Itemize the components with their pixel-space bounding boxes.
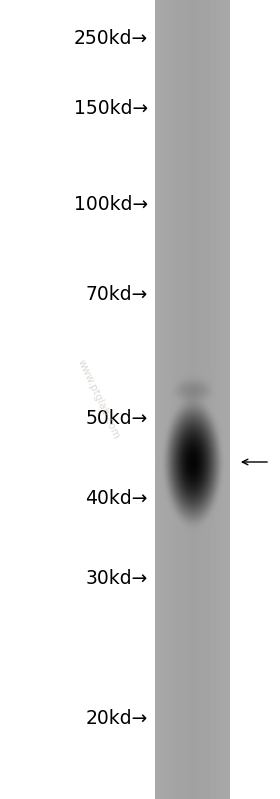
- Text: 100kd→: 100kd→: [74, 196, 148, 214]
- Text: 150kd→: 150kd→: [74, 98, 148, 117]
- Text: 70kd→: 70kd→: [86, 285, 148, 304]
- Text: 50kd→: 50kd→: [86, 408, 148, 427]
- Text: 250kd→: 250kd→: [74, 29, 148, 47]
- Text: www.ptglab.com: www.ptglab.com: [75, 358, 121, 441]
- Text: 20kd→: 20kd→: [86, 709, 148, 728]
- Text: 30kd→: 30kd→: [86, 569, 148, 587]
- Text: 40kd→: 40kd→: [85, 488, 148, 507]
